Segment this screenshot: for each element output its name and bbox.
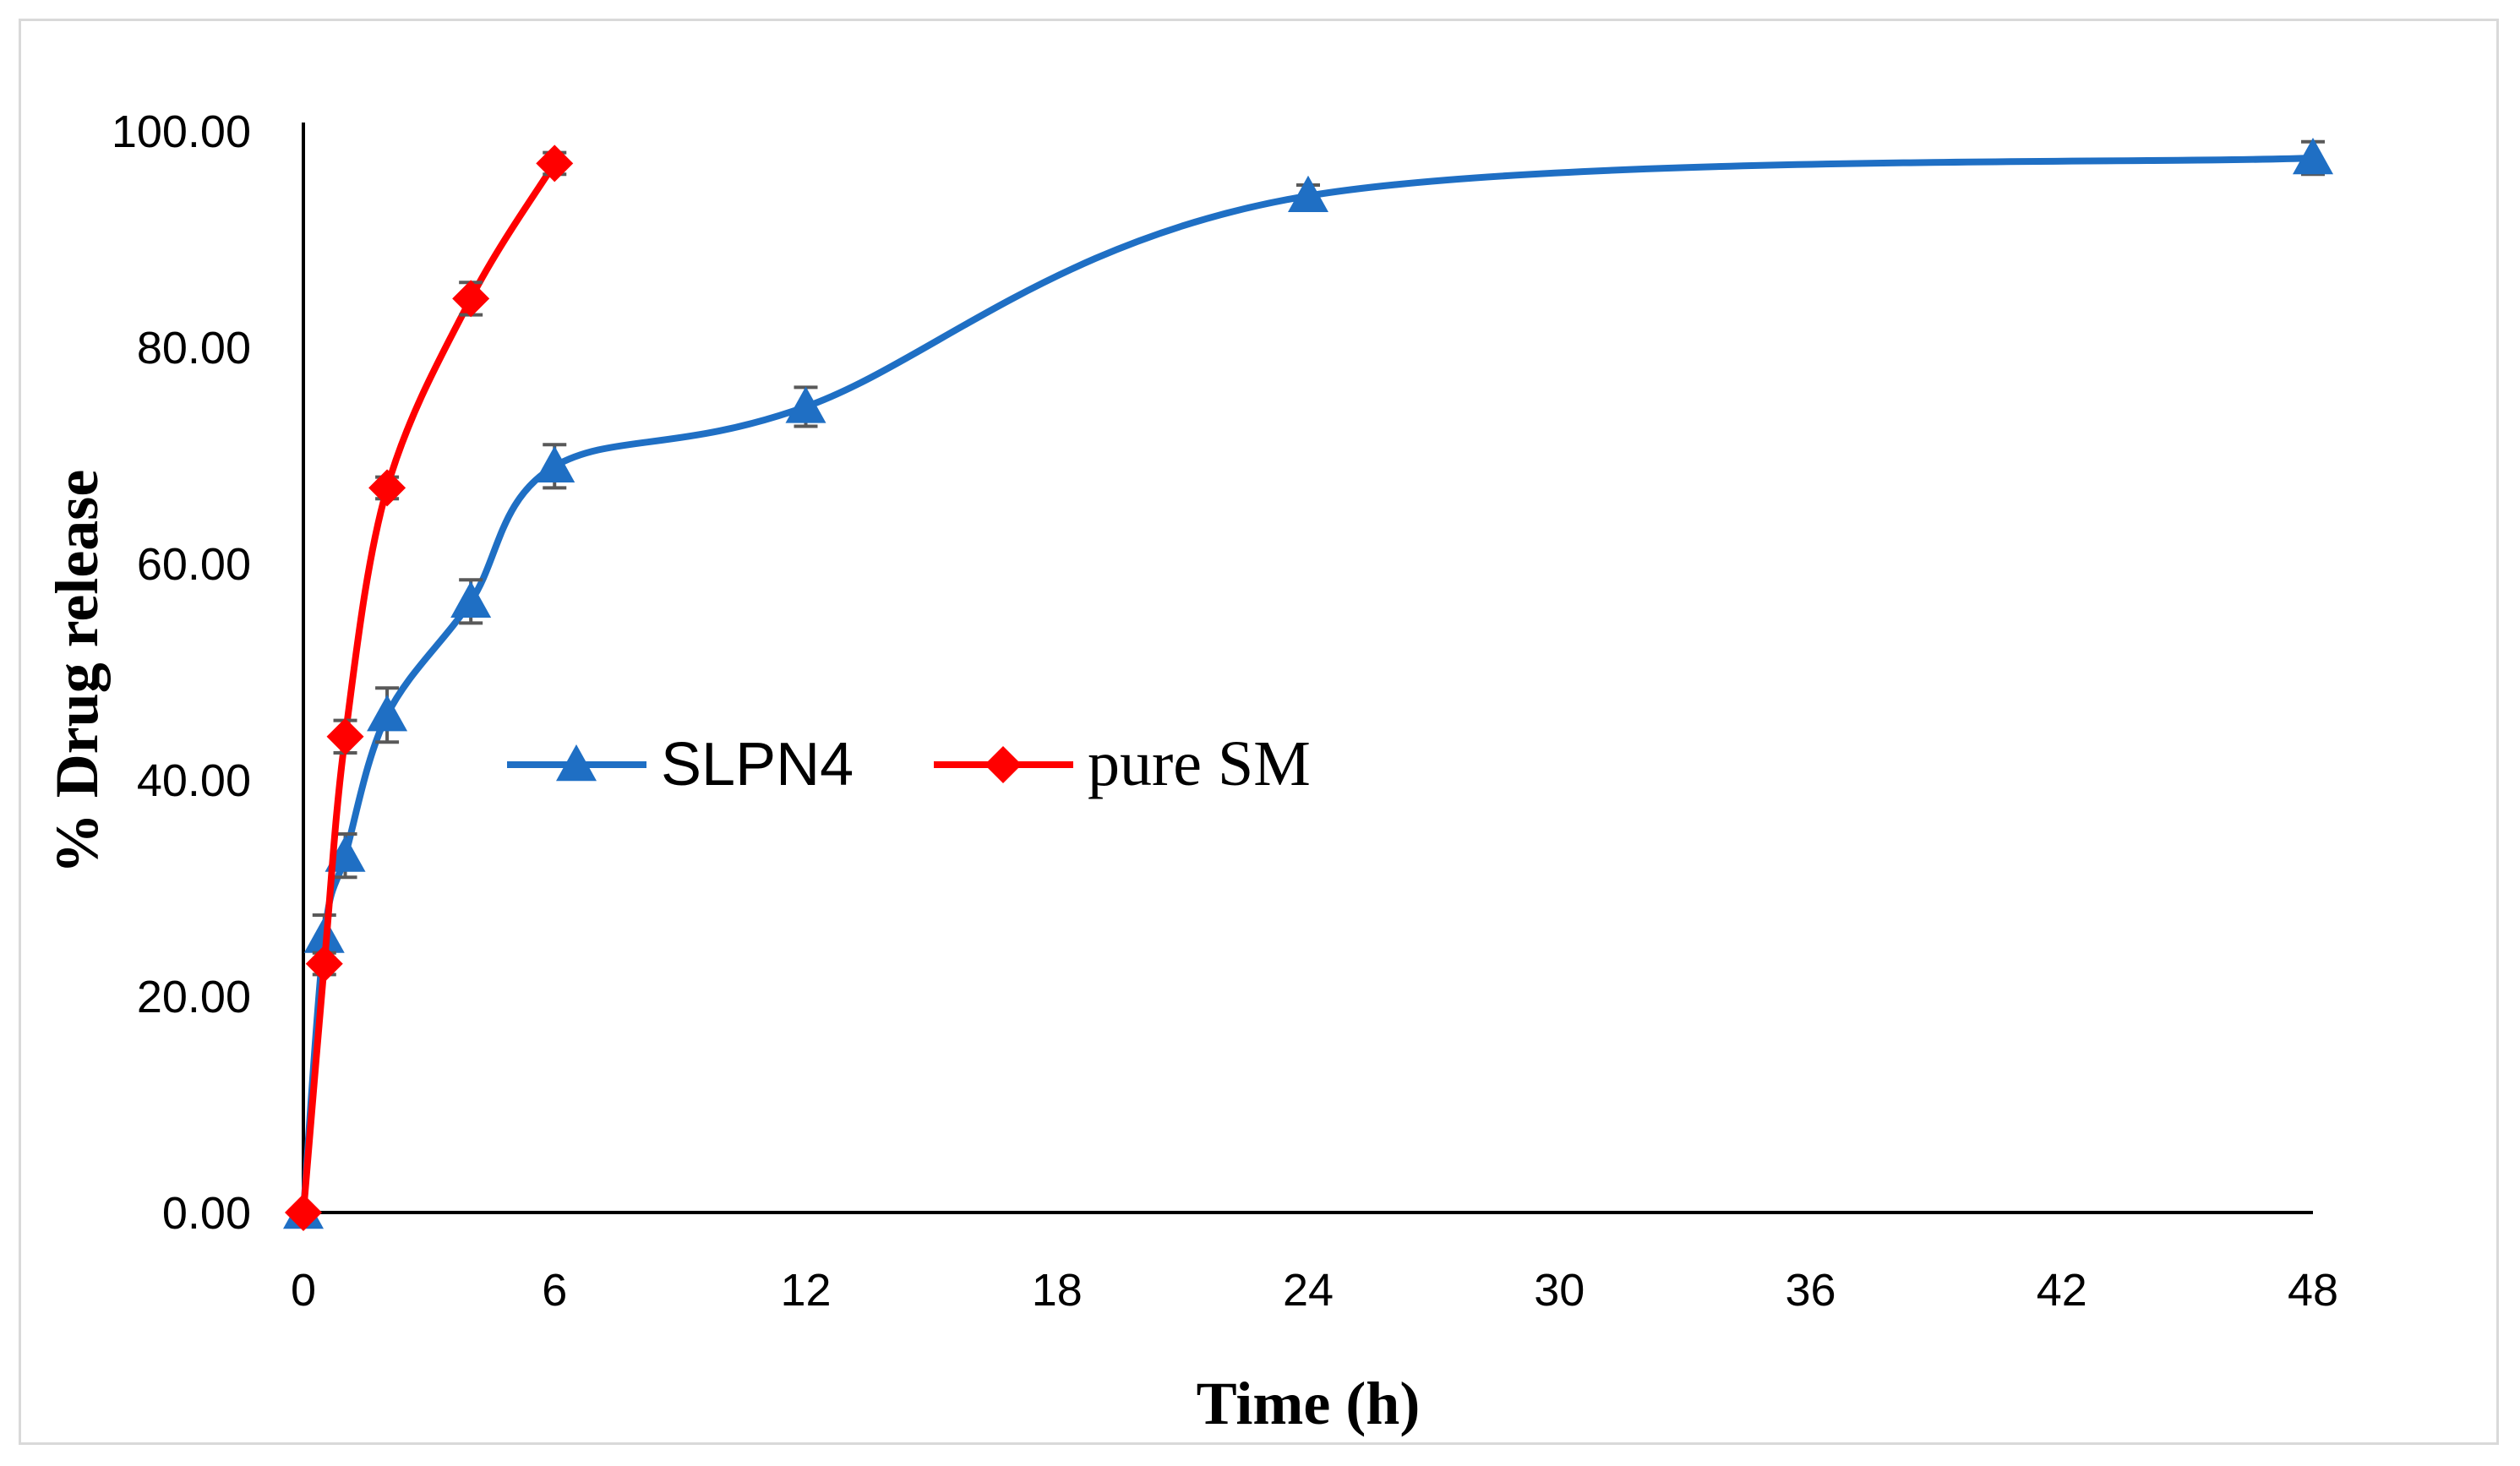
data-point <box>305 945 343 983</box>
x-tick-label: 12 <box>780 1265 831 1316</box>
series-line <box>300 155 2314 1213</box>
data-point <box>534 445 575 482</box>
series-line <box>300 161 558 1213</box>
y-tick-label: 60.00 <box>137 539 251 590</box>
x-tick-label: 6 <box>542 1265 567 1316</box>
data-point <box>367 695 408 732</box>
data-point <box>450 580 492 618</box>
data-point <box>452 280 490 318</box>
series-pure-sm <box>285 144 574 1231</box>
x-tick-label: 24 <box>1283 1265 1334 1316</box>
x-tick-label: 48 <box>2288 1265 2338 1316</box>
x-tick-label: 36 <box>1785 1265 1835 1316</box>
y-tick-label: 40.00 <box>137 755 251 806</box>
y-axis-title: % Drug release <box>43 470 111 875</box>
axes <box>302 123 2313 1214</box>
data-point <box>2293 138 2333 175</box>
x-axis-title: Time (h) <box>1197 1370 1421 1437</box>
x-tick-labels: 0 6 12 18 24 30 36 42 48 <box>291 1265 2338 1316</box>
y-tick-label: 0.00 <box>162 1188 251 1239</box>
x-tick-label: 0 <box>291 1265 316 1316</box>
legend-label: SLPN4 <box>661 731 854 798</box>
data-point <box>536 144 574 183</box>
data-point <box>1288 175 1328 212</box>
series-slpn4 <box>283 138 2333 1229</box>
legend-marker <box>985 746 1022 783</box>
y-tick-label: 100.00 <box>112 106 251 157</box>
y-tick-label: 20.00 <box>137 972 251 1022</box>
y-tick-label: 80.00 <box>137 323 251 373</box>
y-tick-labels: 0.00 20.00 40.00 60.00 80.00 100.00 <box>112 106 251 1239</box>
legend-item-pure-sm: pure SM <box>934 728 1311 799</box>
x-tick-label: 42 <box>2037 1265 2087 1316</box>
legend-item-slpn4: SLPN4 <box>507 731 854 798</box>
legend-label: pure SM <box>1088 728 1311 799</box>
data-point <box>368 469 406 507</box>
legend-marker <box>556 744 597 782</box>
series-layer <box>283 138 2333 1231</box>
drug-release-chart: 0.00 20.00 40.00 60.00 80.00 100.00 0 6 12 18 24 3… <box>43 106 2338 1437</box>
x-tick-label: 30 <box>1534 1265 1585 1316</box>
data-point <box>785 386 826 423</box>
data-point <box>326 717 364 755</box>
x-tick-label: 18 <box>1032 1265 1083 1316</box>
chart-frame: 0.00 20.00 40.00 60.00 80.00 100.00 0 6 12 18 24 3… <box>19 19 2499 1445</box>
legend: SLPN4 pure SM <box>507 728 1311 799</box>
data-point <box>285 1194 322 1231</box>
